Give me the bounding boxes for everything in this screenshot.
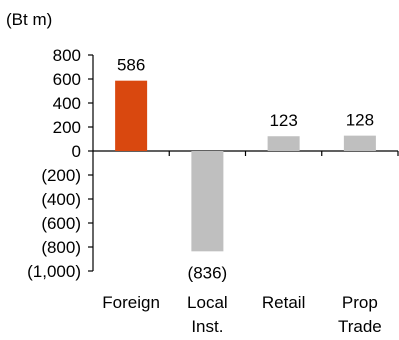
bar	[343, 135, 376, 151]
bar	[191, 151, 224, 252]
category-label: Prop	[342, 293, 378, 312]
category-label: Retail	[262, 293, 305, 312]
data-label: 123	[269, 111, 297, 130]
y-tick-label: (1,000)	[27, 262, 81, 281]
category-label: Inst.	[191, 317, 223, 336]
category-label: Local	[187, 293, 228, 312]
y-tick-label: (200)	[41, 166, 81, 185]
y-tick-label: 200	[53, 118, 81, 137]
data-label: (836)	[188, 263, 228, 282]
y-tick-label: 800	[53, 46, 81, 65]
category-label: Trade	[338, 317, 382, 336]
y-tick-label: 0	[72, 142, 81, 161]
category-label: Foreign	[102, 293, 160, 312]
data-label: 128	[346, 111, 374, 130]
y-tick-label: 600	[53, 70, 81, 89]
y-tick-label: (800)	[41, 238, 81, 257]
y-tick-label: 400	[53, 94, 81, 113]
y-tick-label: (600)	[41, 214, 81, 233]
unit-label: (Bt m)	[6, 10, 53, 29]
data-label: 586	[117, 56, 145, 75]
y-tick-label: (400)	[41, 190, 81, 209]
bar	[115, 80, 148, 151]
bar	[267, 136, 300, 151]
